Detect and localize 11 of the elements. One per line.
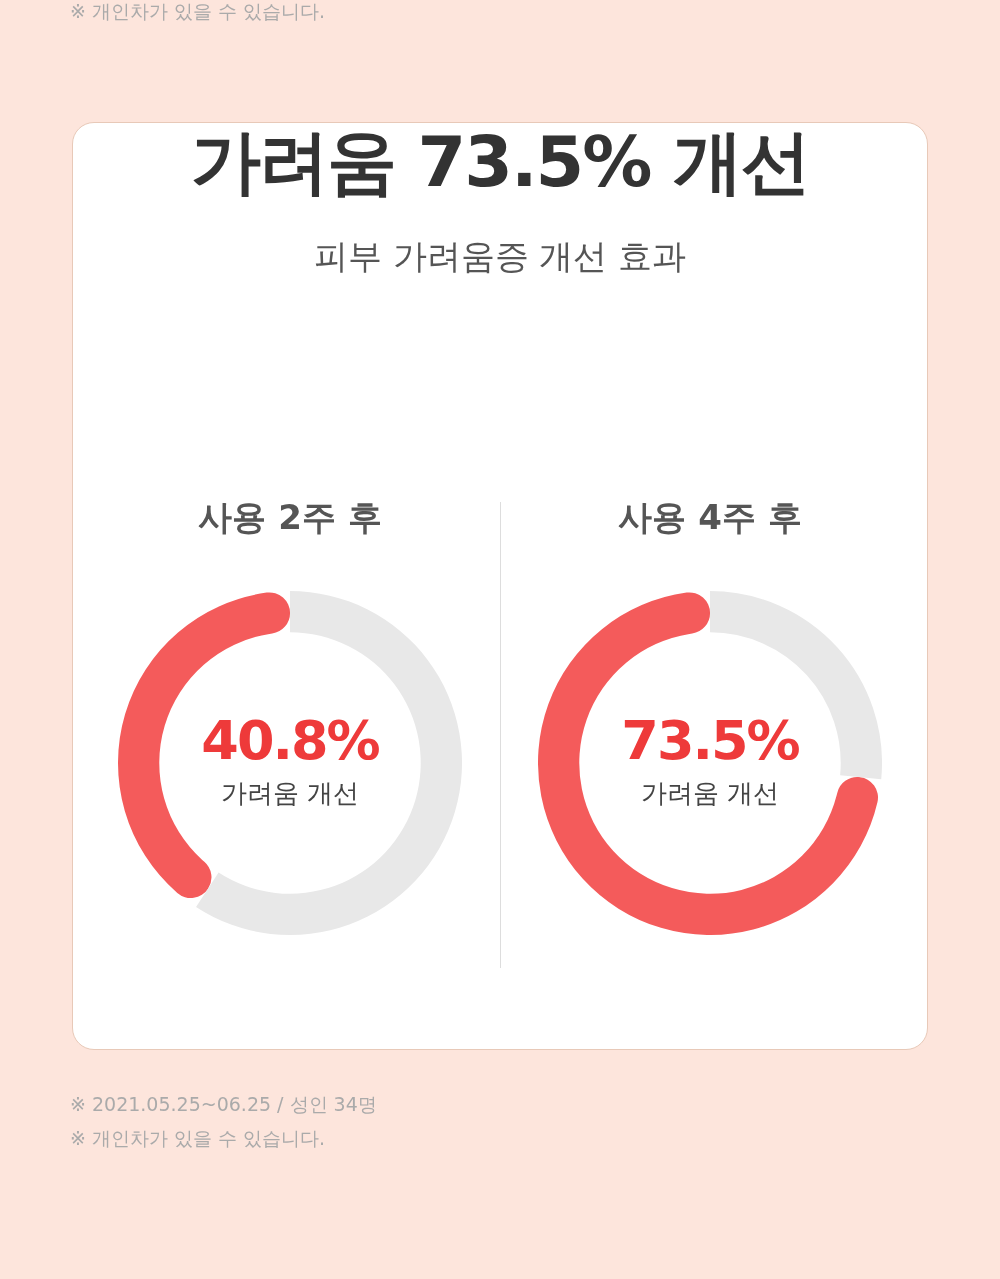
chart-title: 사용 2주 후	[197, 496, 383, 539]
text: ※ 2021.05.25~06.25 / 성인 34명	[70, 1092, 378, 1117]
chart-title: 사용 4주 후	[617, 496, 803, 539]
data-label: 73.5%	[620, 709, 800, 772]
text: 피부 가려움증 개선 효과	[312, 235, 688, 278]
text: ※ 개인차가 있을 수 있습니다.	[70, 0, 327, 24]
slice-label: 가려움 개선	[639, 777, 781, 810]
data-label: 40.8%	[200, 709, 380, 772]
text: ※ 개인차가 있을 수 있습니다.	[70, 1126, 327, 1151]
slice-label: 가려움 개선	[219, 777, 361, 810]
text: 가려움 73.5% 개선	[190, 120, 810, 205]
